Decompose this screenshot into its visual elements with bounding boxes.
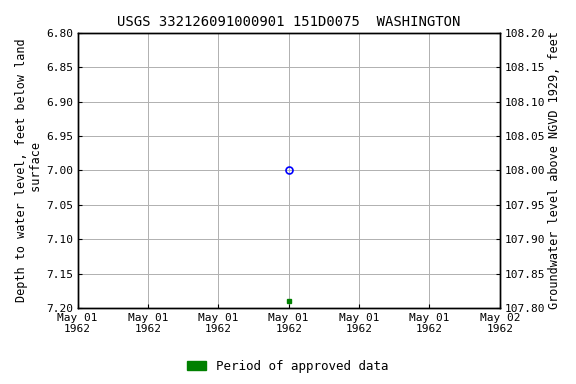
Legend: Period of approved data: Period of approved data [183,355,393,378]
Y-axis label: Groundwater level above NGVD 1929, feet: Groundwater level above NGVD 1929, feet [548,31,561,310]
Y-axis label: Depth to water level, feet below land
 surface: Depth to water level, feet below land su… [15,39,43,302]
Title: USGS 332126091000901 151D0075  WASHINGTON: USGS 332126091000901 151D0075 WASHINGTON [117,15,460,29]
